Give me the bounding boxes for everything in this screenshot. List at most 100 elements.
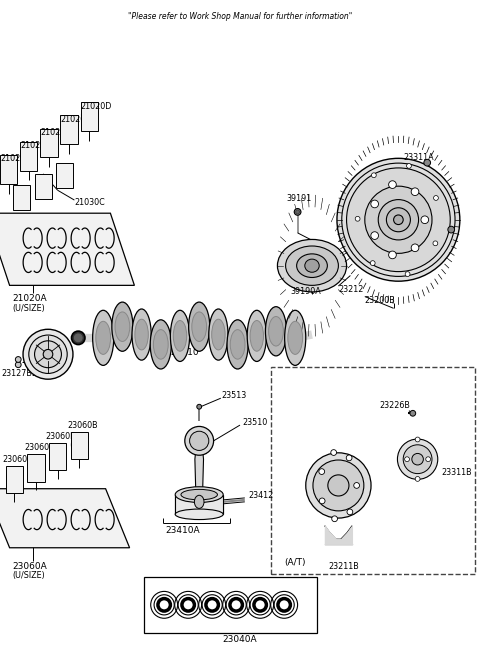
Ellipse shape [192, 312, 206, 341]
Circle shape [185, 426, 214, 455]
Circle shape [412, 453, 423, 465]
Bar [71, 432, 88, 459]
Circle shape [405, 272, 410, 276]
Circle shape [365, 186, 432, 253]
Circle shape [371, 232, 379, 239]
Bar [13, 185, 30, 210]
Circle shape [426, 457, 431, 462]
Ellipse shape [154, 330, 168, 359]
Text: 23060B: 23060B [2, 455, 33, 464]
Circle shape [372, 173, 376, 178]
Circle shape [294, 209, 301, 215]
Ellipse shape [135, 319, 148, 350]
Text: 23127B: 23127B [1, 369, 32, 378]
Circle shape [415, 437, 420, 442]
Ellipse shape [230, 330, 245, 359]
Bar [60, 115, 78, 144]
Circle shape [433, 241, 438, 246]
Ellipse shape [209, 309, 228, 360]
Text: (A/T): (A/T) [285, 558, 306, 567]
Ellipse shape [175, 487, 223, 502]
Circle shape [415, 476, 420, 482]
Circle shape [337, 158, 460, 281]
Bar [0, 155, 17, 184]
Polygon shape [0, 489, 130, 548]
Circle shape [397, 439, 438, 480]
Text: 23311A: 23311A [403, 153, 434, 162]
Text: 23060A: 23060A [12, 562, 47, 571]
Bar [6, 466, 23, 493]
Ellipse shape [132, 309, 151, 360]
Circle shape [347, 168, 450, 272]
Text: 39191: 39191 [287, 194, 312, 203]
Text: (U/SIZE): (U/SIZE) [12, 571, 45, 581]
Text: 1430JE: 1430JE [418, 237, 445, 246]
Circle shape [15, 357, 21, 362]
Bar [56, 163, 73, 188]
Text: 23212: 23212 [338, 285, 364, 295]
Text: (U/SIZE): (U/SIZE) [12, 304, 45, 313]
Circle shape [190, 431, 209, 451]
Circle shape [405, 457, 409, 462]
Text: 23200B: 23200B [365, 296, 396, 305]
Circle shape [394, 215, 403, 224]
Ellipse shape [305, 259, 319, 272]
Circle shape [448, 226, 455, 233]
Text: 21030C: 21030C [74, 197, 105, 207]
Circle shape [403, 445, 432, 474]
Circle shape [197, 404, 202, 409]
Circle shape [331, 449, 336, 455]
Ellipse shape [269, 317, 283, 346]
Text: 23060B: 23060B [46, 432, 76, 441]
Bar [35, 174, 52, 199]
Ellipse shape [150, 320, 171, 369]
Text: 21020A: 21020A [12, 294, 47, 303]
Ellipse shape [175, 509, 223, 520]
Text: 23311B: 23311B [442, 468, 472, 477]
Ellipse shape [189, 302, 210, 352]
Circle shape [355, 216, 360, 221]
Bar [40, 129, 58, 157]
Polygon shape [0, 213, 134, 285]
Circle shape [371, 200, 379, 208]
Ellipse shape [112, 302, 133, 352]
Text: 21020D: 21020D [20, 141, 51, 150]
Circle shape [332, 516, 337, 522]
Text: 23060B: 23060B [67, 420, 98, 430]
Ellipse shape [285, 310, 306, 365]
Circle shape [371, 260, 375, 266]
Circle shape [407, 163, 411, 169]
Text: 21020D: 21020D [0, 154, 31, 163]
Ellipse shape [247, 310, 266, 361]
Text: 23211B: 23211B [329, 562, 360, 571]
Bar [144, 577, 317, 633]
Ellipse shape [288, 321, 302, 354]
Bar [27, 454, 45, 482]
Text: 21020D: 21020D [60, 115, 92, 124]
Text: 23124B: 23124B [31, 369, 62, 378]
Text: 23513: 23513 [222, 391, 247, 400]
Text: 23226B: 23226B [379, 401, 410, 410]
Circle shape [29, 335, 67, 373]
Bar [81, 102, 98, 131]
Text: 23040A: 23040A [223, 635, 257, 644]
Ellipse shape [297, 254, 327, 277]
Ellipse shape [277, 239, 347, 292]
Circle shape [346, 455, 352, 461]
Circle shape [386, 208, 410, 232]
Circle shape [411, 244, 419, 252]
Ellipse shape [212, 319, 225, 350]
Ellipse shape [194, 495, 204, 508]
Circle shape [410, 411, 416, 416]
Circle shape [347, 509, 353, 515]
Circle shape [43, 350, 53, 359]
Text: 21020D: 21020D [40, 128, 72, 137]
Circle shape [74, 334, 82, 342]
Ellipse shape [93, 310, 114, 365]
Circle shape [319, 498, 325, 504]
Circle shape [411, 188, 419, 195]
Bar [271, 367, 475, 574]
Ellipse shape [265, 307, 287, 356]
Text: 23110: 23110 [170, 348, 199, 358]
Text: 23060B: 23060B [24, 443, 55, 452]
